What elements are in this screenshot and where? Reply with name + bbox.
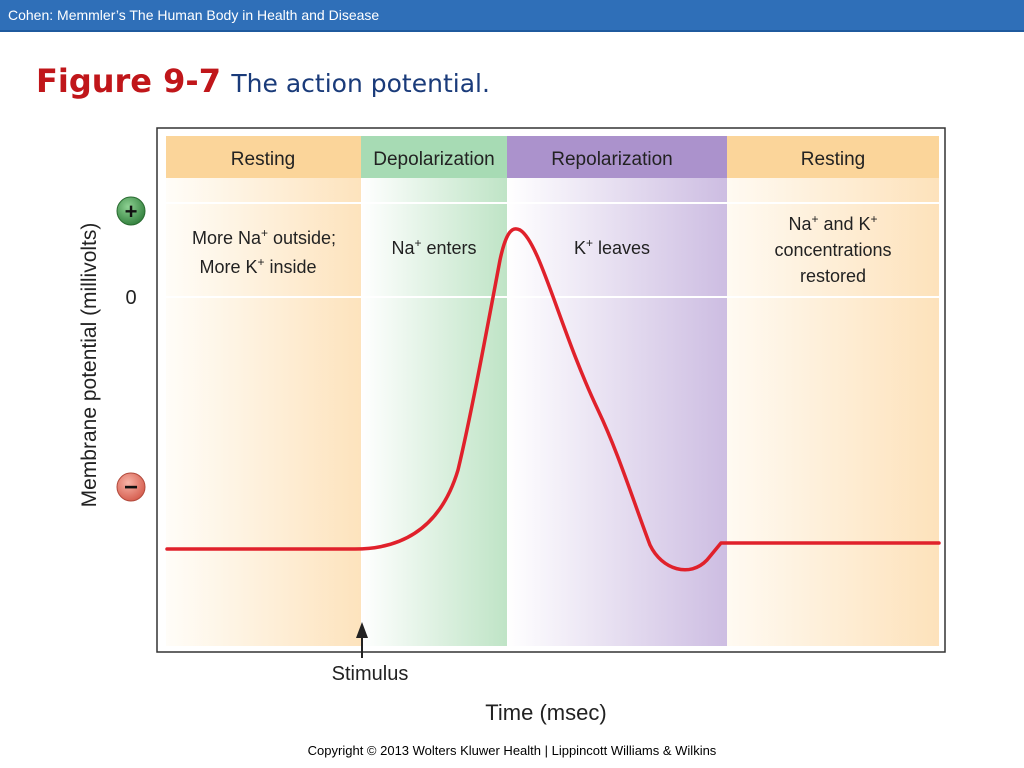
superscript: + [414, 236, 421, 250]
superscript: + [871, 212, 878, 226]
minus-symbol: − [124, 474, 138, 501]
phase-label-repolarization: Repolarization [551, 149, 672, 170]
superscript: + [257, 255, 264, 269]
phase-label-resting-1: Resting [231, 149, 295, 170]
figure-title: Figure 9-7 The action potential. [36, 62, 490, 100]
note-text: Na [391, 238, 415, 258]
note-resting-2-line3: restored [800, 266, 866, 286]
stimulus-label: Stimulus [332, 663, 409, 685]
y-axis-label: Membrane potential (millivolts) [78, 223, 101, 508]
superscript: + [261, 226, 268, 240]
phase-header-resting-2 [727, 136, 939, 178]
phase-header-repolarization [507, 136, 727, 178]
note-repolarization: K+ leaves [574, 236, 650, 258]
note-text: outside; [268, 228, 336, 248]
superscript: + [586, 236, 593, 250]
phase-band-resting-1 [166, 136, 361, 646]
action-potential-diagram: Resting Depolarization Repolarization Re… [78, 127, 946, 725]
note-text: More Na [192, 228, 262, 248]
action-potential-curve [165, 227, 941, 572]
phase-header-depolarization [361, 136, 507, 178]
minus-icon [116, 472, 146, 502]
note-depolarization: Na+ enters [391, 236, 476, 258]
phase-header-resting-1 [166, 136, 361, 178]
note-text: More K [199, 257, 257, 277]
figure-label: Figure 9-7 [36, 62, 221, 100]
phase-band-resting-2 [727, 136, 939, 646]
copyright-footer: Copyright © 2013 Wolters Kluwer Health |… [307, 743, 717, 758]
note-resting-2-line2: concentrations [774, 240, 891, 260]
header-bar: Cohen: Memmler’s The Human Body in Healt… [0, 0, 1024, 32]
source-title: Cohen: Memmler’s The Human Body in Healt… [8, 7, 380, 23]
note-text: enters [422, 238, 477, 258]
figure-caption: The action potential. [231, 69, 490, 98]
superscript: + [811, 212, 818, 226]
note-resting-2-line1: Na+ and K+ [788, 212, 877, 234]
stimulus-arrowhead [356, 622, 368, 638]
x-axis-label: Time (msec) [485, 700, 606, 725]
phase-label-resting-2: Resting [801, 149, 865, 170]
note-text: K [574, 238, 586, 258]
note-text: leaves [593, 238, 650, 258]
phase-band-repolarization [507, 136, 727, 646]
note-text: and K [818, 214, 870, 234]
plus-symbol: + [125, 199, 138, 224]
note-text: Na [788, 214, 812, 234]
note-text: inside [265, 257, 317, 277]
note-resting-1-line1: More Na+ outside; [192, 226, 336, 248]
phase-band-depolarization [361, 136, 507, 646]
plus-icon [116, 196, 146, 226]
phase-label-depolarization: Depolarization [373, 149, 494, 170]
zero-label: 0 [125, 287, 136, 309]
note-resting-1-line2: More K+ inside [199, 255, 316, 277]
